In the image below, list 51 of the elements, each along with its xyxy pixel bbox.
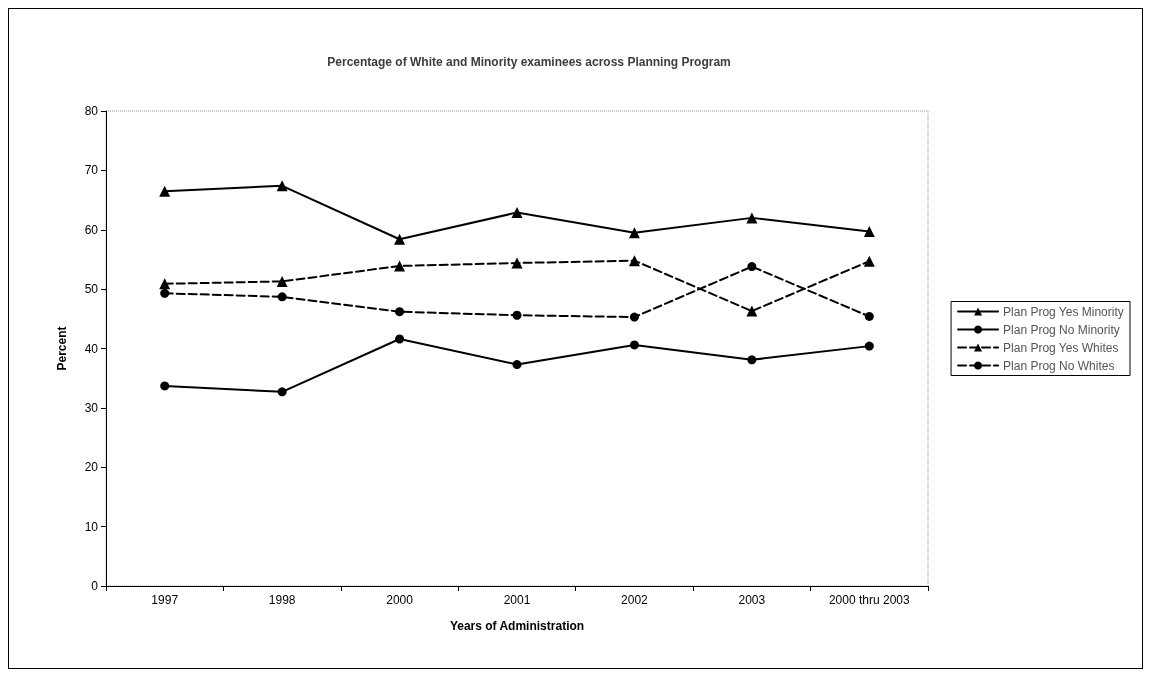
point: [394, 233, 406, 245]
legend-label: Plan Prog No Whites: [1003, 358, 1115, 373]
point: [747, 355, 757, 365]
x-tick-label: 2000: [386, 593, 414, 607]
point: [512, 310, 522, 320]
point: [747, 262, 757, 272]
point: [628, 255, 640, 267]
x-tick-label: 2003: [738, 593, 766, 607]
x-tick-label: 2001: [503, 593, 531, 607]
x-tick-label: 2002: [621, 593, 649, 607]
point: [511, 207, 523, 219]
point: [160, 381, 170, 391]
point: [863, 255, 875, 267]
point: [511, 257, 523, 269]
point: [395, 334, 405, 344]
x-tick-label: 1998: [268, 593, 296, 607]
legend-label: Plan Prog No Minority: [1003, 322, 1120, 337]
point: [746, 305, 758, 317]
legend-label: Plan Prog Yes Whites: [1003, 340, 1119, 355]
y-tick-label: 50: [84, 282, 99, 297]
point: [159, 278, 171, 290]
point: [863, 226, 875, 238]
x-tick-label: 1997: [151, 593, 179, 607]
point: [864, 311, 874, 321]
point: [277, 387, 287, 397]
y-tick-label: 0: [91, 579, 99, 593]
point: [277, 292, 287, 302]
point: [159, 185, 171, 197]
point: [276, 180, 288, 192]
point: [512, 360, 522, 370]
y-tick-label: 40: [84, 341, 99, 356]
y-tick-label: 80: [84, 104, 99, 118]
point: [629, 340, 639, 350]
legend-label: Plan Prog Yes Minority: [1003, 304, 1124, 319]
point: [276, 275, 288, 287]
y-tick-label: 70: [84, 163, 99, 178]
point: [628, 227, 640, 239]
point: [394, 260, 406, 272]
point: [395, 307, 405, 317]
point: [864, 341, 874, 351]
x-tick-label: 2000 thru 2003: [828, 593, 910, 607]
point: [629, 312, 639, 322]
y-tick-label: 10: [84, 519, 99, 534]
chart-title: Percentage of White and Minority examinees across Planning Program: [327, 55, 731, 69]
y-tick-label: 30: [84, 400, 99, 415]
point: [746, 212, 758, 224]
y-tick-label: 60: [84, 222, 99, 237]
x-axis-title: Years of Administration: [449, 619, 585, 633]
y-tick-label: 20: [84, 460, 99, 475]
point: [160, 288, 170, 298]
y-axis-title: Percent: [55, 326, 69, 371]
